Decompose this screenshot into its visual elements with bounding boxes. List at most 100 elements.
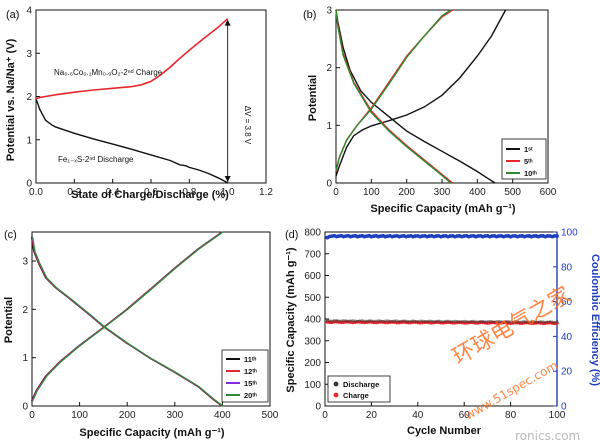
discharge-point (349, 319, 353, 323)
discharge-point (328, 319, 332, 323)
delta-v-annotation: ΔV = 3.8 V (243, 106, 252, 145)
discharge-annotation: Fe₁₋ₓS-2ⁿᵈ Discharge (58, 155, 134, 164)
discharge-point (529, 320, 533, 324)
discharge-curve (35, 98, 229, 184)
series-1st-discharge-curve (335, 9, 496, 184)
panel-c-legend-label: 15ᵗʰ (244, 379, 257, 388)
panel-c-ylabel: Potential (3, 297, 15, 343)
panel-a-xlabel: State of Charge/Discharge (%) (71, 189, 229, 201)
series-10th-discharge-curve (335, 9, 452, 184)
discharge-point (506, 320, 510, 324)
panel-a-xtick-label: 0.6 (144, 187, 158, 198)
panel-d-ytick-label: 100 (304, 380, 321, 391)
discharge-point (418, 319, 422, 323)
panel-c-label: (c) (4, 229, 17, 241)
panel-b-ytick-label: 2 (326, 63, 332, 74)
panel-c: 0 100 200 300 400 500 0 1 2 3 11ᵗʰ 12ᵗʰ 15ᵗʰ 20ᵗʰ (22, 231, 279, 421)
discharge-point (404, 319, 408, 323)
watermark-tail: ronics.com (515, 429, 580, 443)
panel-c-xtick-label: 300 (166, 410, 183, 421)
panel-d: 0 20 40 60 80 1000100200300400500600700800020… (304, 228, 578, 422)
discharge-point (497, 319, 501, 323)
panel-d-right-ytick-label: 40 (561, 332, 573, 343)
discharge-point (471, 319, 475, 323)
series-5th-discharge-curve (335, 9, 454, 184)
panel-d-legend-marker (333, 381, 339, 387)
panel-b-xtick-label: 300 (434, 187, 451, 198)
panel-c-ytick-label: 1 (22, 353, 28, 364)
series-15th-charge-curve (31, 231, 223, 402)
panel-d-label: (d) (285, 229, 298, 241)
panel-d-xlabel: Cycle Number (407, 425, 482, 437)
panel-d-ylabel: Specific Capacity (mAh g⁻¹) (285, 247, 297, 393)
discharge-point (402, 319, 406, 323)
panel-d-xtick-label: 80 (505, 410, 517, 421)
panel-d-right-ytick-label: 60 (561, 297, 573, 308)
discharge-point (541, 320, 545, 324)
panel-b-ylabel: Potential (307, 75, 319, 121)
panel-a-ytick-label: 0 (26, 179, 32, 190)
series-10th-charge-curve (335, 9, 452, 171)
discharge-point (462, 319, 466, 323)
panel-a-ytick-label: 3 (26, 49, 32, 60)
panel-d-ytick-label: 500 (304, 293, 321, 304)
panel-b-xtick-label: 200 (398, 187, 415, 198)
discharge-point (393, 319, 397, 323)
panel-a-xtick-label: 0.2 (67, 187, 81, 198)
panel-b-xtick-label: 100 (363, 187, 380, 198)
panel-d-ytick-label: 300 (304, 336, 321, 347)
panel-b-xtick-label: 500 (504, 187, 521, 198)
panel-d-right-ytick-label: 20 (561, 367, 573, 378)
series-1st-charge-curve (335, 9, 507, 177)
panel-d-xtick-label: 0 (322, 410, 328, 421)
panel-d-ytick-label: 800 (304, 228, 321, 239)
panel-c-legend-label: 11ᵗʰ (244, 355, 257, 364)
panel-c-ytick-label: 0 (22, 402, 28, 413)
panel-a-ytick-label: 2 (26, 92, 32, 103)
discharge-point (386, 319, 390, 323)
discharge-point (335, 319, 339, 323)
panel-c-xtick-label: 100 (71, 410, 88, 421)
delta-v-arrowhead-top (224, 19, 231, 26)
panel-c-xtick-label: 500 (262, 410, 279, 421)
panel-c-plot-frame (31, 231, 271, 407)
series-15th-discharge-curve (31, 236, 223, 407)
panel-c-xtick-label: 200 (119, 410, 136, 421)
discharge-point (360, 319, 364, 323)
discharge-point (504, 320, 508, 324)
series-20th-charge-curve (32, 231, 224, 402)
panel-b: 0 100 200 300 400 500 600 0 1 2 3 1ˢᵗ 5ᵗʰ 10ᵗʰ (326, 6, 556, 199)
panel-a-xtick-label: 0.4 (106, 187, 120, 198)
charge-curve (35, 18, 229, 100)
discharge-point (369, 319, 373, 323)
series-12th-charge-curve (31, 231, 223, 402)
panel-a-xtick-label: 0.8 (182, 187, 196, 198)
panel-d-xtick-label: 100 (549, 410, 566, 421)
panel-d-legend-marker (333, 392, 339, 398)
discharge-point (427, 319, 431, 323)
series-20th-discharge-curve (32, 236, 224, 407)
panel-b-xtick-label: 0 (333, 187, 339, 198)
panel-a-ytick-label: 4 (26, 6, 32, 17)
panel-d-right-ytick-label: 80 (561, 262, 573, 273)
panel-b-legend-label: 1ˢᵗ (524, 145, 533, 154)
panel-c-ytick-label: 3 (22, 257, 28, 268)
panel-b-legend-label: 5ᵗʰ (524, 157, 533, 166)
panel-a-xtick-label: 0.0 (29, 187, 43, 198)
panel-d-right-ytick-label: 0 (561, 402, 567, 413)
panel-d-right-ytick-label: 100 (561, 228, 578, 239)
panel-d-legend-label: Discharge (343, 380, 379, 389)
discharge-point (351, 319, 355, 323)
panel-d-ytick-label: 700 (304, 249, 321, 260)
panel-a-ytick-label: 1 (26, 135, 32, 146)
series-12th-discharge-curve (31, 236, 223, 407)
panel-c-xlabel: Specific Capacity (mAh g⁻¹) (79, 427, 225, 439)
panel-c-legend-label: 20ᵗʰ (244, 391, 257, 400)
discharge-point (495, 320, 499, 324)
panel-c-xtick-label: 400 (214, 410, 231, 421)
discharge-point (481, 319, 485, 323)
panel-b-xlabel: Specific Capacity (mAh g⁻¹) (370, 203, 516, 215)
panel-d-ytick-label: 600 (304, 271, 321, 282)
panel-d-legend-box (327, 375, 391, 403)
